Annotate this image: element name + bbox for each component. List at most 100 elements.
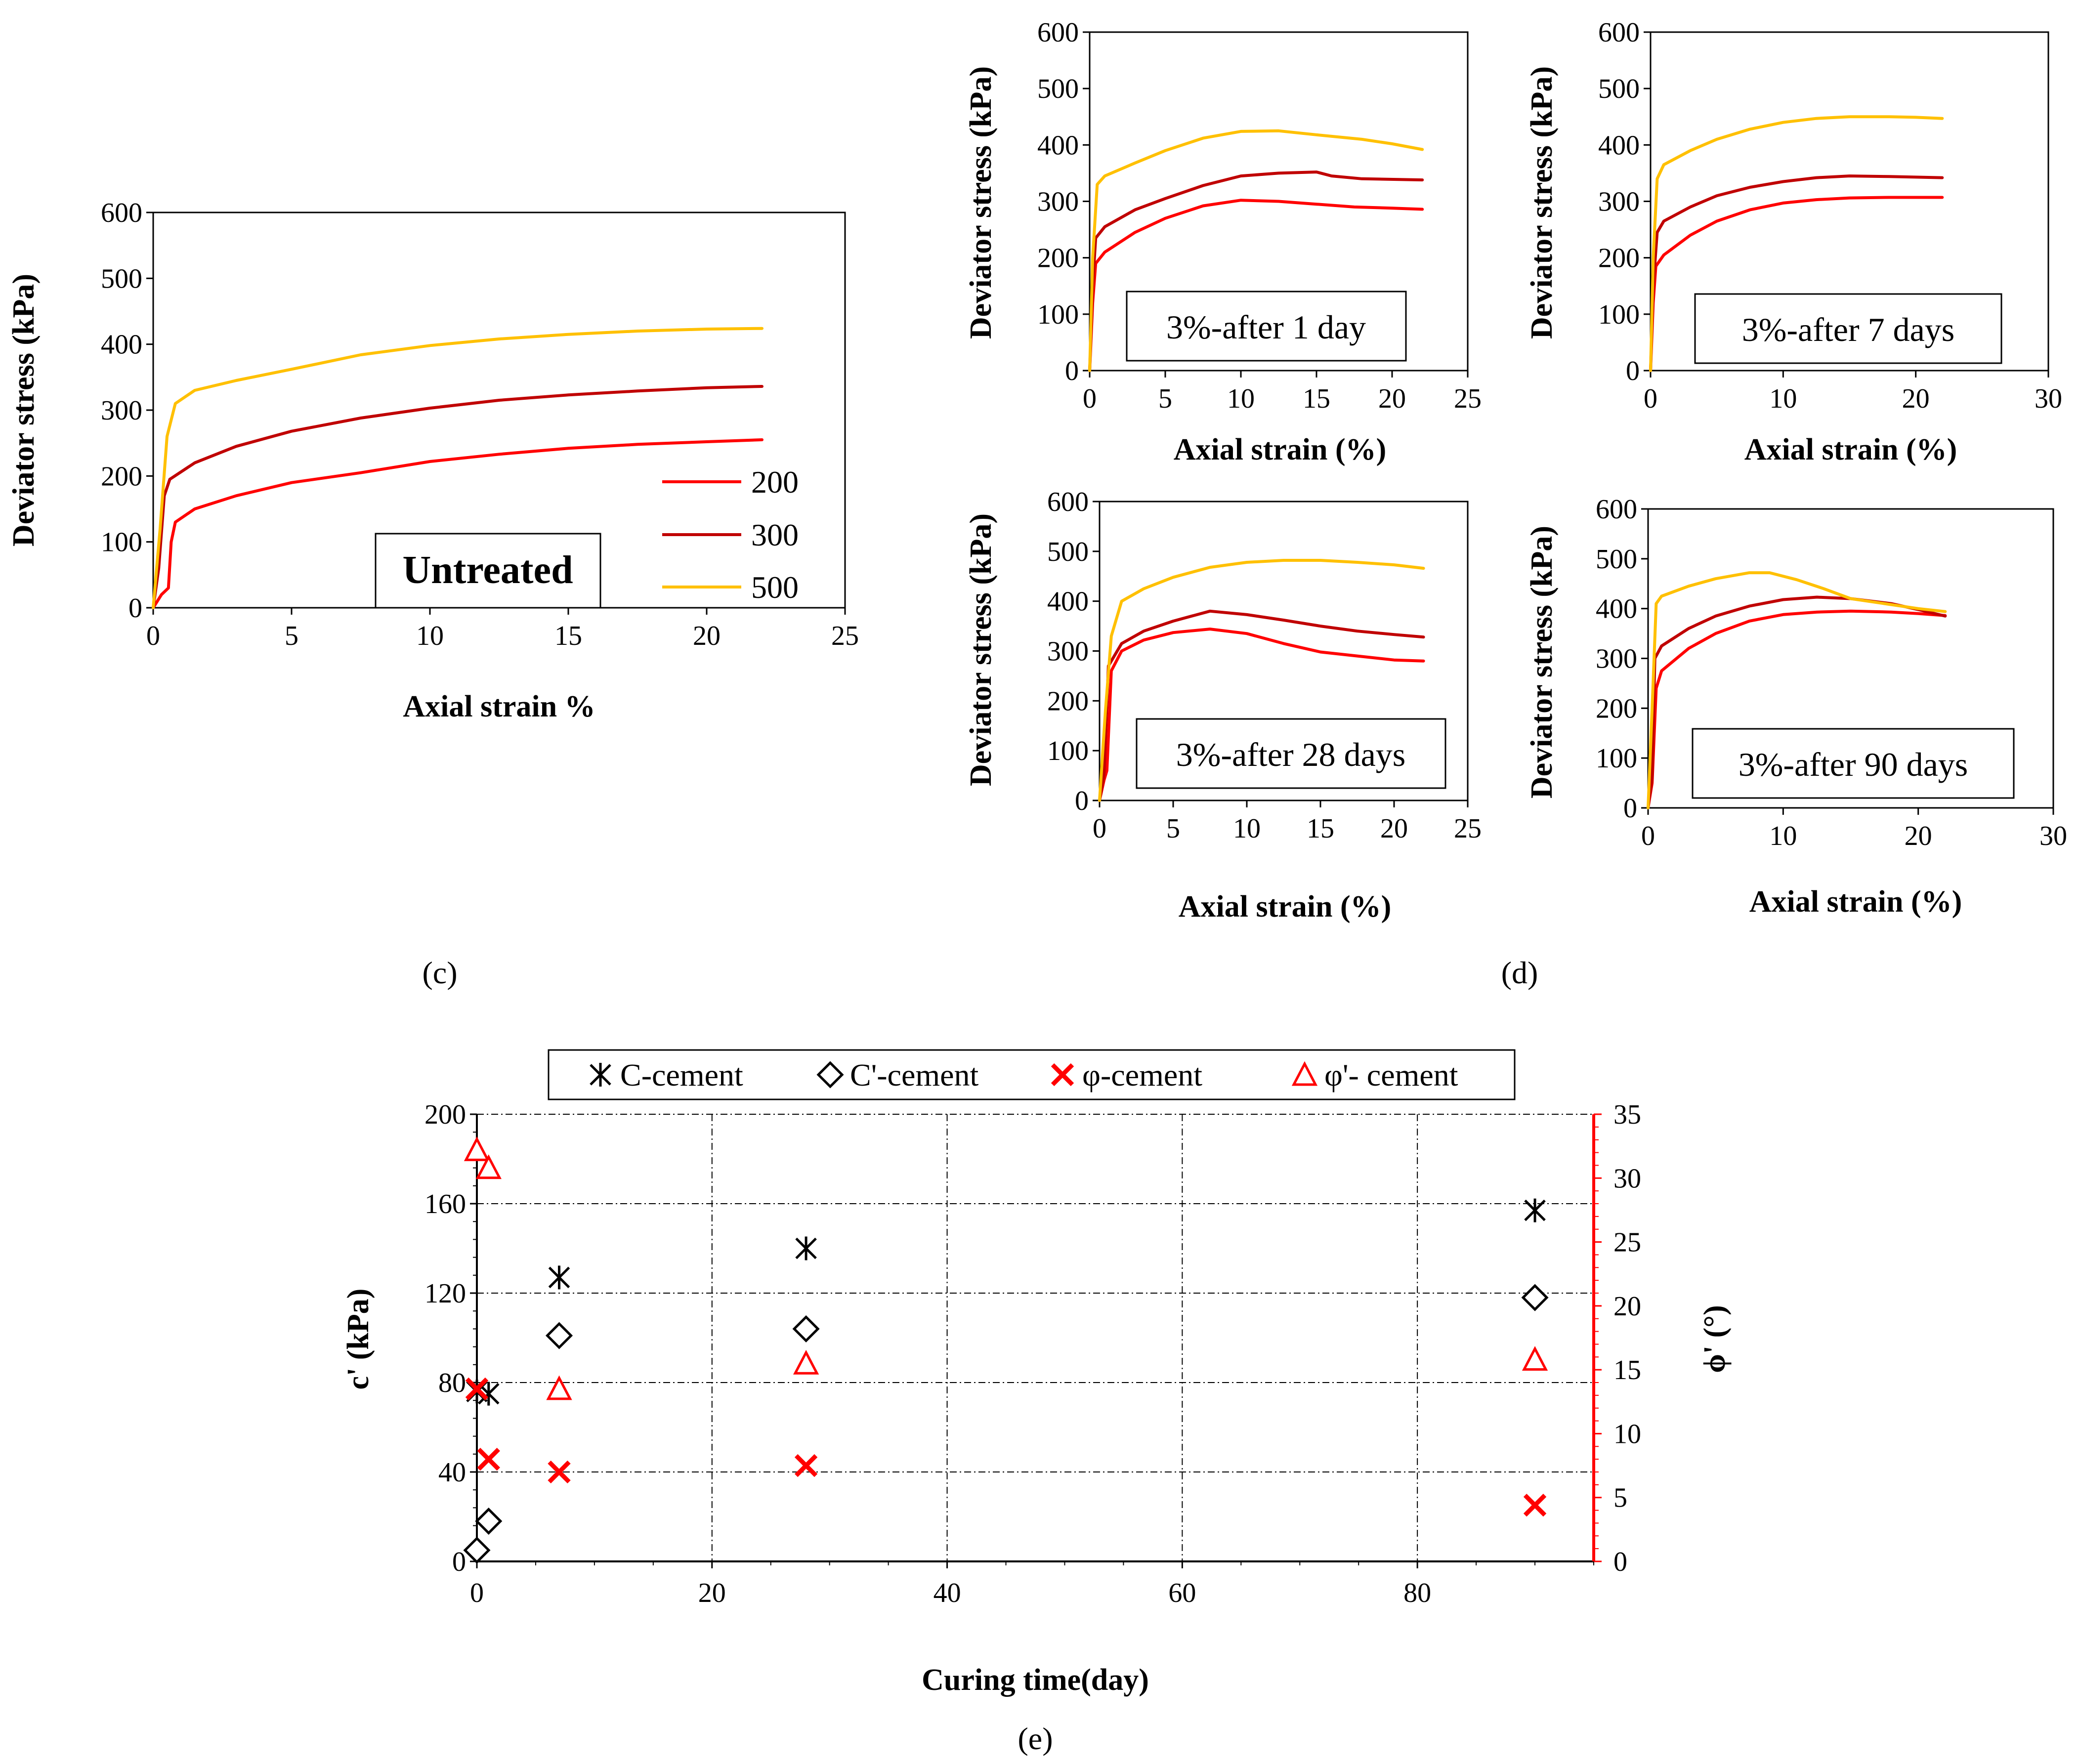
- y-tick-label: 200: [101, 461, 142, 492]
- series-line-300: [152, 385, 764, 609]
- y-tick-label: 0: [1065, 356, 1079, 386]
- x-axis-label: Axial strain (%): [1174, 433, 1387, 466]
- data-point-C-cement: [463, 1536, 491, 1564]
- condition-label-box: [1692, 728, 2015, 799]
- y2-tick-label: 30: [1613, 1163, 1641, 1194]
- x-tick-label: 10: [1769, 383, 1797, 414]
- x-tick-label: 5: [1166, 813, 1180, 844]
- x-tick-label: 20: [1378, 383, 1406, 414]
- y2-tick-label: 35: [1613, 1099, 1641, 1130]
- y-tick-label: 200: [1598, 243, 1640, 274]
- chart-e: 0 40 80 120 160 200 0 5 10 15 20 25 30 35 0 20 40 60 80 Cur…: [341, 1049, 1732, 1756]
- y2-tick-label: 5: [1613, 1483, 1627, 1513]
- y-tick-label: 500: [1047, 537, 1089, 567]
- chart-d4: 0 100 200 300 400 500 600 0 10 20 30 Axial strain (…: [1525, 494, 2067, 919]
- marker-stroke: [477, 1447, 500, 1471]
- y-tick-label: 120: [424, 1278, 466, 1309]
- x-tick-label: 25: [1454, 813, 1482, 844]
- x-tick-label: 30: [2039, 821, 2067, 851]
- y-tick-label: 100: [1596, 743, 1637, 774]
- x-tick-label: 0: [1093, 813, 1106, 844]
- series-line-200: [152, 438, 764, 609]
- data-point--cement: [465, 1377, 489, 1401]
- condition-label: 3%-after 28 days: [1176, 736, 1405, 773]
- x-tick-label: 20: [1905, 821, 1932, 851]
- y-axis-label: Deviator stress (kPa): [7, 274, 41, 546]
- y-axis-label: Deviator stress (kPa): [964, 66, 998, 339]
- data-point--cement: [1523, 1494, 1547, 1517]
- x-tick-label: 5: [285, 621, 298, 651]
- data-point--cement: [546, 1375, 572, 1400]
- series-line-500: [1649, 115, 1944, 372]
- y-tick-label: 160: [424, 1189, 466, 1219]
- data-point-C-cement: [792, 1315, 820, 1343]
- x-tick-label: 0: [1641, 821, 1655, 851]
- y-tick-label: 400: [1596, 594, 1637, 625]
- x-tick-label: 20: [698, 1578, 726, 1608]
- panel-label-d: (d): [1501, 955, 1538, 990]
- x-tick-label: 5: [1158, 383, 1172, 414]
- x-tick-label: 15: [1303, 383, 1330, 414]
- y-tick-label: 600: [1598, 17, 1640, 48]
- data-point--cement: [477, 1447, 500, 1471]
- x-tick-label: 15: [554, 621, 582, 651]
- y-axis-label: c' (kPa): [341, 1289, 375, 1390]
- marker-stroke: [465, 1377, 489, 1401]
- x-tick-label: 0: [146, 621, 160, 651]
- x-tick-label: 0: [470, 1578, 484, 1608]
- y-tick-label: 0: [128, 593, 142, 624]
- panel-label: (c): [422, 955, 457, 990]
- legend-marker: [816, 1061, 844, 1089]
- series-line-500: [152, 327, 764, 609]
- x-tick-label: 80: [1403, 1578, 1431, 1608]
- x-axis-label: Axial strain (%): [1749, 885, 1962, 919]
- y2-tick-label: 25: [1613, 1227, 1641, 1258]
- data-point--cement: [1522, 1346, 1548, 1371]
- chart-c: 0 100 200 300 400 500 600 0 5 10 15 20 25 Axial strai…: [7, 198, 859, 990]
- y-tick-label: 100: [101, 527, 142, 558]
- y-tick-label: 100: [1047, 736, 1089, 766]
- condition-label-box: [1694, 293, 2002, 364]
- y-tick-label: 80: [438, 1368, 466, 1398]
- y-tick-label: 0: [1623, 793, 1637, 824]
- y-tick-label: 400: [1598, 130, 1640, 161]
- y-tick-label: 300: [1596, 644, 1637, 674]
- condition-label-box: [1126, 291, 1407, 362]
- legend-label: φ-cement: [1082, 1057, 1202, 1092]
- legend-label: φ'- cement: [1324, 1057, 1458, 1092]
- y-tick-label: 400: [101, 330, 142, 360]
- legend-label-200: 200: [751, 464, 799, 500]
- y-tick-label: 0: [1626, 356, 1640, 386]
- legend-label: C-cement: [620, 1057, 743, 1092]
- x-tick-label: 20: [1902, 383, 1930, 414]
- series-line-500: [1088, 129, 1424, 372]
- data-point-C-cement: [478, 1382, 500, 1406]
- x-axis-label: Axial strain (%): [1744, 433, 1957, 466]
- y-tick-label: 200: [424, 1099, 466, 1130]
- legend-box: [548, 1049, 1516, 1100]
- y-tick-label: 500: [1596, 544, 1637, 575]
- y-tick-label: 300: [1047, 636, 1089, 667]
- x-tick-label: 40: [933, 1578, 961, 1608]
- condition-label: 3%-after 1 day: [1166, 308, 1366, 346]
- y-axis-label: Deviator stress (kPa): [1525, 526, 1559, 798]
- x-axis-label: Axial strain %: [403, 690, 595, 723]
- x-tick-label: 10: [1233, 813, 1261, 844]
- marker-stroke: [548, 1460, 571, 1484]
- x-tick-label: 15: [1307, 813, 1334, 844]
- series-line-200: [1647, 609, 1947, 809]
- x-tick-label: 0: [1083, 383, 1097, 414]
- y-tick-label: 200: [1596, 693, 1637, 724]
- data-point-C-cement: [545, 1322, 573, 1349]
- y-tick-label: 600: [1596, 494, 1637, 525]
- panel-label: (e): [1018, 1721, 1053, 1756]
- y-tick-label: 100: [1037, 299, 1079, 330]
- y-tick-label: 400: [1047, 587, 1089, 617]
- condition-label: 3%-after 90 days: [1739, 746, 1968, 783]
- series-line-500: [1098, 559, 1425, 802]
- data-point--cement: [464, 1136, 490, 1161]
- y-tick-label: 600: [101, 198, 142, 228]
- series-line-200: [1098, 628, 1425, 802]
- x-tick-label: 20: [1380, 813, 1408, 844]
- y2-tick-label: 15: [1613, 1355, 1641, 1386]
